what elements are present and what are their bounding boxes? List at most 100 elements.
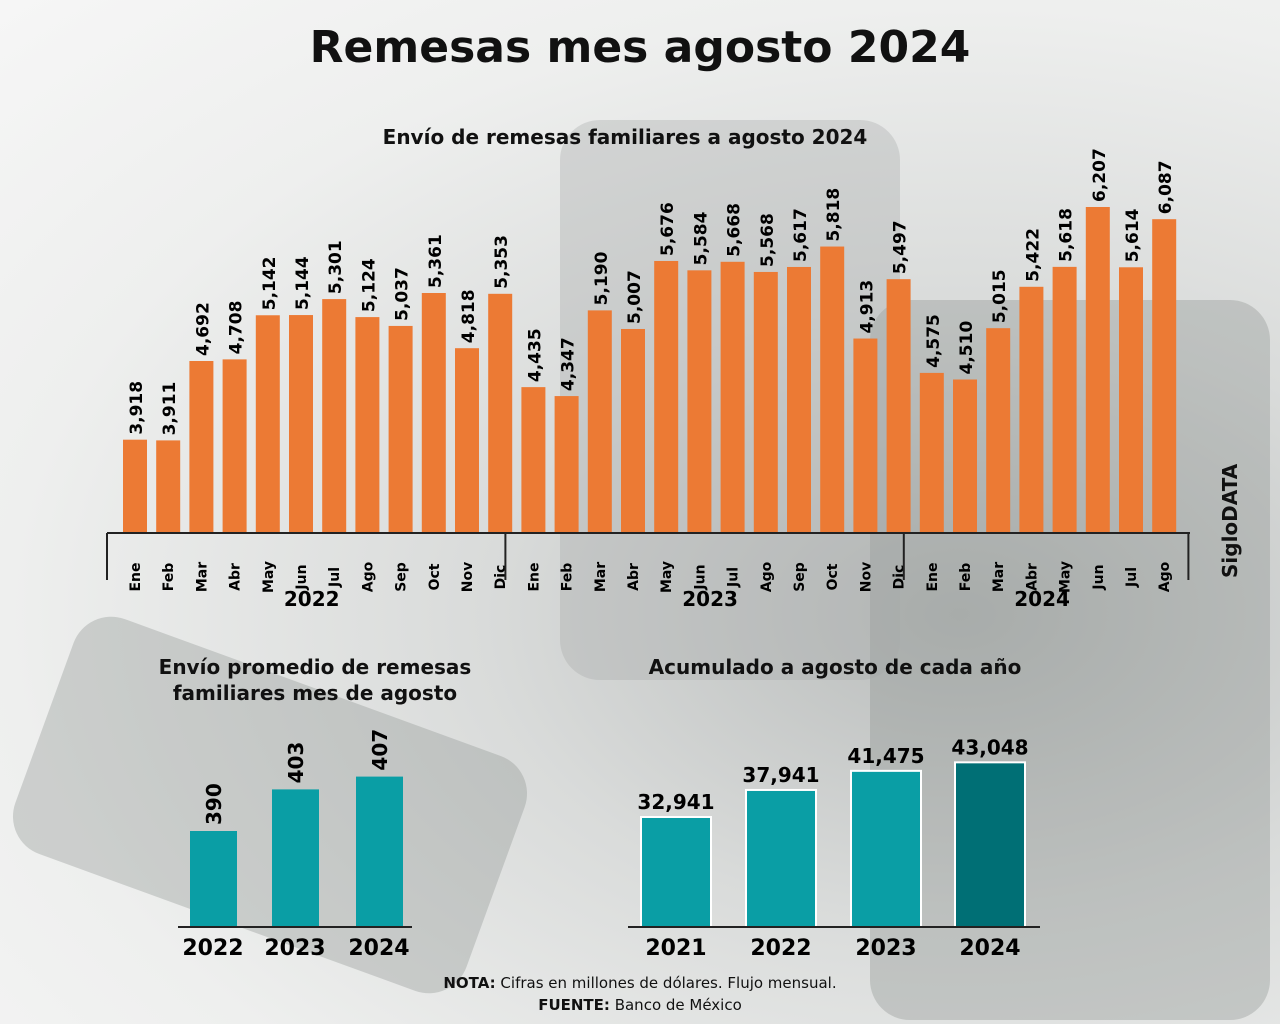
bar-2022-abr: [222, 359, 247, 533]
data-label: 5,614: [1123, 208, 1143, 262]
bar-2024-jun: [1085, 207, 1110, 533]
month-tick-label: Abr: [626, 563, 642, 591]
bar-2023-jul: [720, 261, 745, 533]
data-label: 32,941: [637, 790, 714, 814]
cum-bar-2022: [745, 788, 817, 928]
data-label: 5,568: [758, 213, 778, 267]
bar-2024-mar: [986, 328, 1011, 533]
category-label: 2021: [645, 936, 706, 961]
month-tick-label: Feb: [161, 563, 177, 592]
avg-bar-2022: [190, 831, 237, 927]
month-tick-label: Mar: [593, 562, 609, 592]
bar-2023-jun: [687, 270, 712, 533]
data-label: 403: [284, 742, 308, 784]
month-tick-label: Ago: [360, 561, 376, 592]
source-line: FUENTE: Banco de México: [0, 994, 1280, 1016]
year-axis-label: 2022: [284, 587, 340, 611]
average-chart-title: Envío promedio de remesas familiares mes…: [158, 655, 472, 705]
bar-2024-abr: [1019, 286, 1044, 533]
data-label: 3,918: [127, 381, 147, 435]
year-axis-label: 2023: [682, 587, 738, 611]
data-label: 4,575: [924, 314, 944, 368]
bar-2022-mar: [189, 361, 214, 533]
month-tick-label: Ago: [1157, 561, 1173, 592]
cum-bar-2021: [640, 816, 712, 928]
month-tick-label: Sep: [394, 562, 410, 592]
bar-2024-feb: [953, 379, 977, 533]
bar-2022-may: [255, 315, 280, 533]
avg-bar-2023: [272, 789, 319, 927]
bar-2023-may: [654, 260, 679, 533]
data-label: 5,142: [260, 256, 280, 310]
data-label: 37,941: [742, 763, 819, 787]
bar-2022-feb: [156, 440, 181, 533]
data-label: 6,087: [1156, 160, 1176, 214]
data-label: 4,818: [459, 289, 479, 343]
data-label: 407: [368, 729, 392, 771]
bar-2022-jun: [289, 315, 313, 533]
data-label: 4,913: [857, 280, 877, 334]
month-tick-label: Nov: [460, 562, 476, 592]
page-title: Remesas mes agosto 2024: [309, 22, 971, 73]
data-label: 5,618: [1057, 208, 1077, 262]
brand-label: SigloDATA: [1218, 463, 1242, 578]
data-label: 6,207: [1090, 148, 1110, 202]
data-label: 5,124: [359, 258, 379, 312]
month-tick-label: Abr: [1024, 563, 1040, 591]
category-label: 2023: [264, 936, 325, 961]
month-tick-label: Jun: [294, 564, 310, 590]
note-line: NOTA: Cifras en millones de dólares. Flu…: [0, 972, 1280, 994]
data-label: 4,510: [957, 321, 977, 375]
month-tick-label: Oct: [825, 563, 841, 590]
month-tick-label: May: [1058, 561, 1074, 593]
bar-2022-sep: [388, 325, 413, 533]
category-label: 2022: [182, 936, 243, 961]
bar-2023-dic: [886, 279, 911, 533]
data-label: 4,347: [559, 337, 579, 391]
month-tick-label: Mar: [194, 562, 210, 592]
month-tick-label: Nov: [858, 562, 874, 592]
month-tick-label: Dic: [493, 565, 509, 590]
monthly-chart-title: Envío de remesas familiares a agosto 202…: [382, 125, 868, 149]
data-label: 5,190: [592, 251, 612, 305]
bar-2022-nov: [455, 348, 479, 533]
month-tick-label: Jul: [327, 567, 343, 588]
data-label: 5,676: [658, 202, 678, 256]
data-label: 3,911: [160, 382, 180, 436]
data-label: 390: [202, 783, 226, 825]
source-text: Banco de México: [614, 996, 742, 1014]
bar-2022-ago: [355, 317, 380, 533]
bar-2023-ene: [521, 387, 546, 533]
note-label: NOTA:: [443, 974, 496, 992]
bar-2023-nov: [853, 338, 878, 533]
bar-2022-ene: [123, 439, 147, 533]
month-tick-label: Jun: [692, 564, 708, 590]
data-label: 4,692: [193, 302, 213, 356]
data-label: 5,497: [891, 220, 911, 274]
cum-bar-2024: [954, 761, 1026, 928]
month-tick-label: Ene: [526, 562, 542, 591]
source-label: FUENTE:: [538, 996, 610, 1014]
bar-2023-feb: [554, 396, 579, 533]
bar-2023-oct: [820, 246, 845, 533]
bar-2022-jul: [322, 299, 347, 533]
data-label: 5,037: [393, 267, 413, 321]
avg-bar-2024: [356, 776, 403, 927]
month-tick-label: Dic: [892, 565, 908, 590]
data-label: 5,353: [492, 235, 512, 289]
data-label: 4,435: [525, 328, 545, 382]
month-tick-label: Mar: [991, 562, 1007, 592]
data-label: 41,475: [847, 744, 924, 768]
month-tick-label: Ene: [925, 562, 941, 591]
data-label: 4,708: [227, 301, 247, 355]
bar-2023-abr: [621, 328, 645, 533]
month-tick-label: Ago: [759, 561, 775, 592]
month-tick-label: Abr: [228, 563, 244, 591]
data-label: 5,301: [326, 240, 346, 294]
bar-2024-jul: [1119, 267, 1143, 533]
year-axis-label: 2024: [1014, 587, 1070, 611]
data-label: 5,361: [426, 234, 446, 288]
month-tick-label: Jul: [1124, 567, 1140, 588]
data-label: 5,668: [725, 203, 745, 257]
footnotes: NOTA: Cifras en millones de dólares. Flu…: [0, 972, 1280, 1016]
